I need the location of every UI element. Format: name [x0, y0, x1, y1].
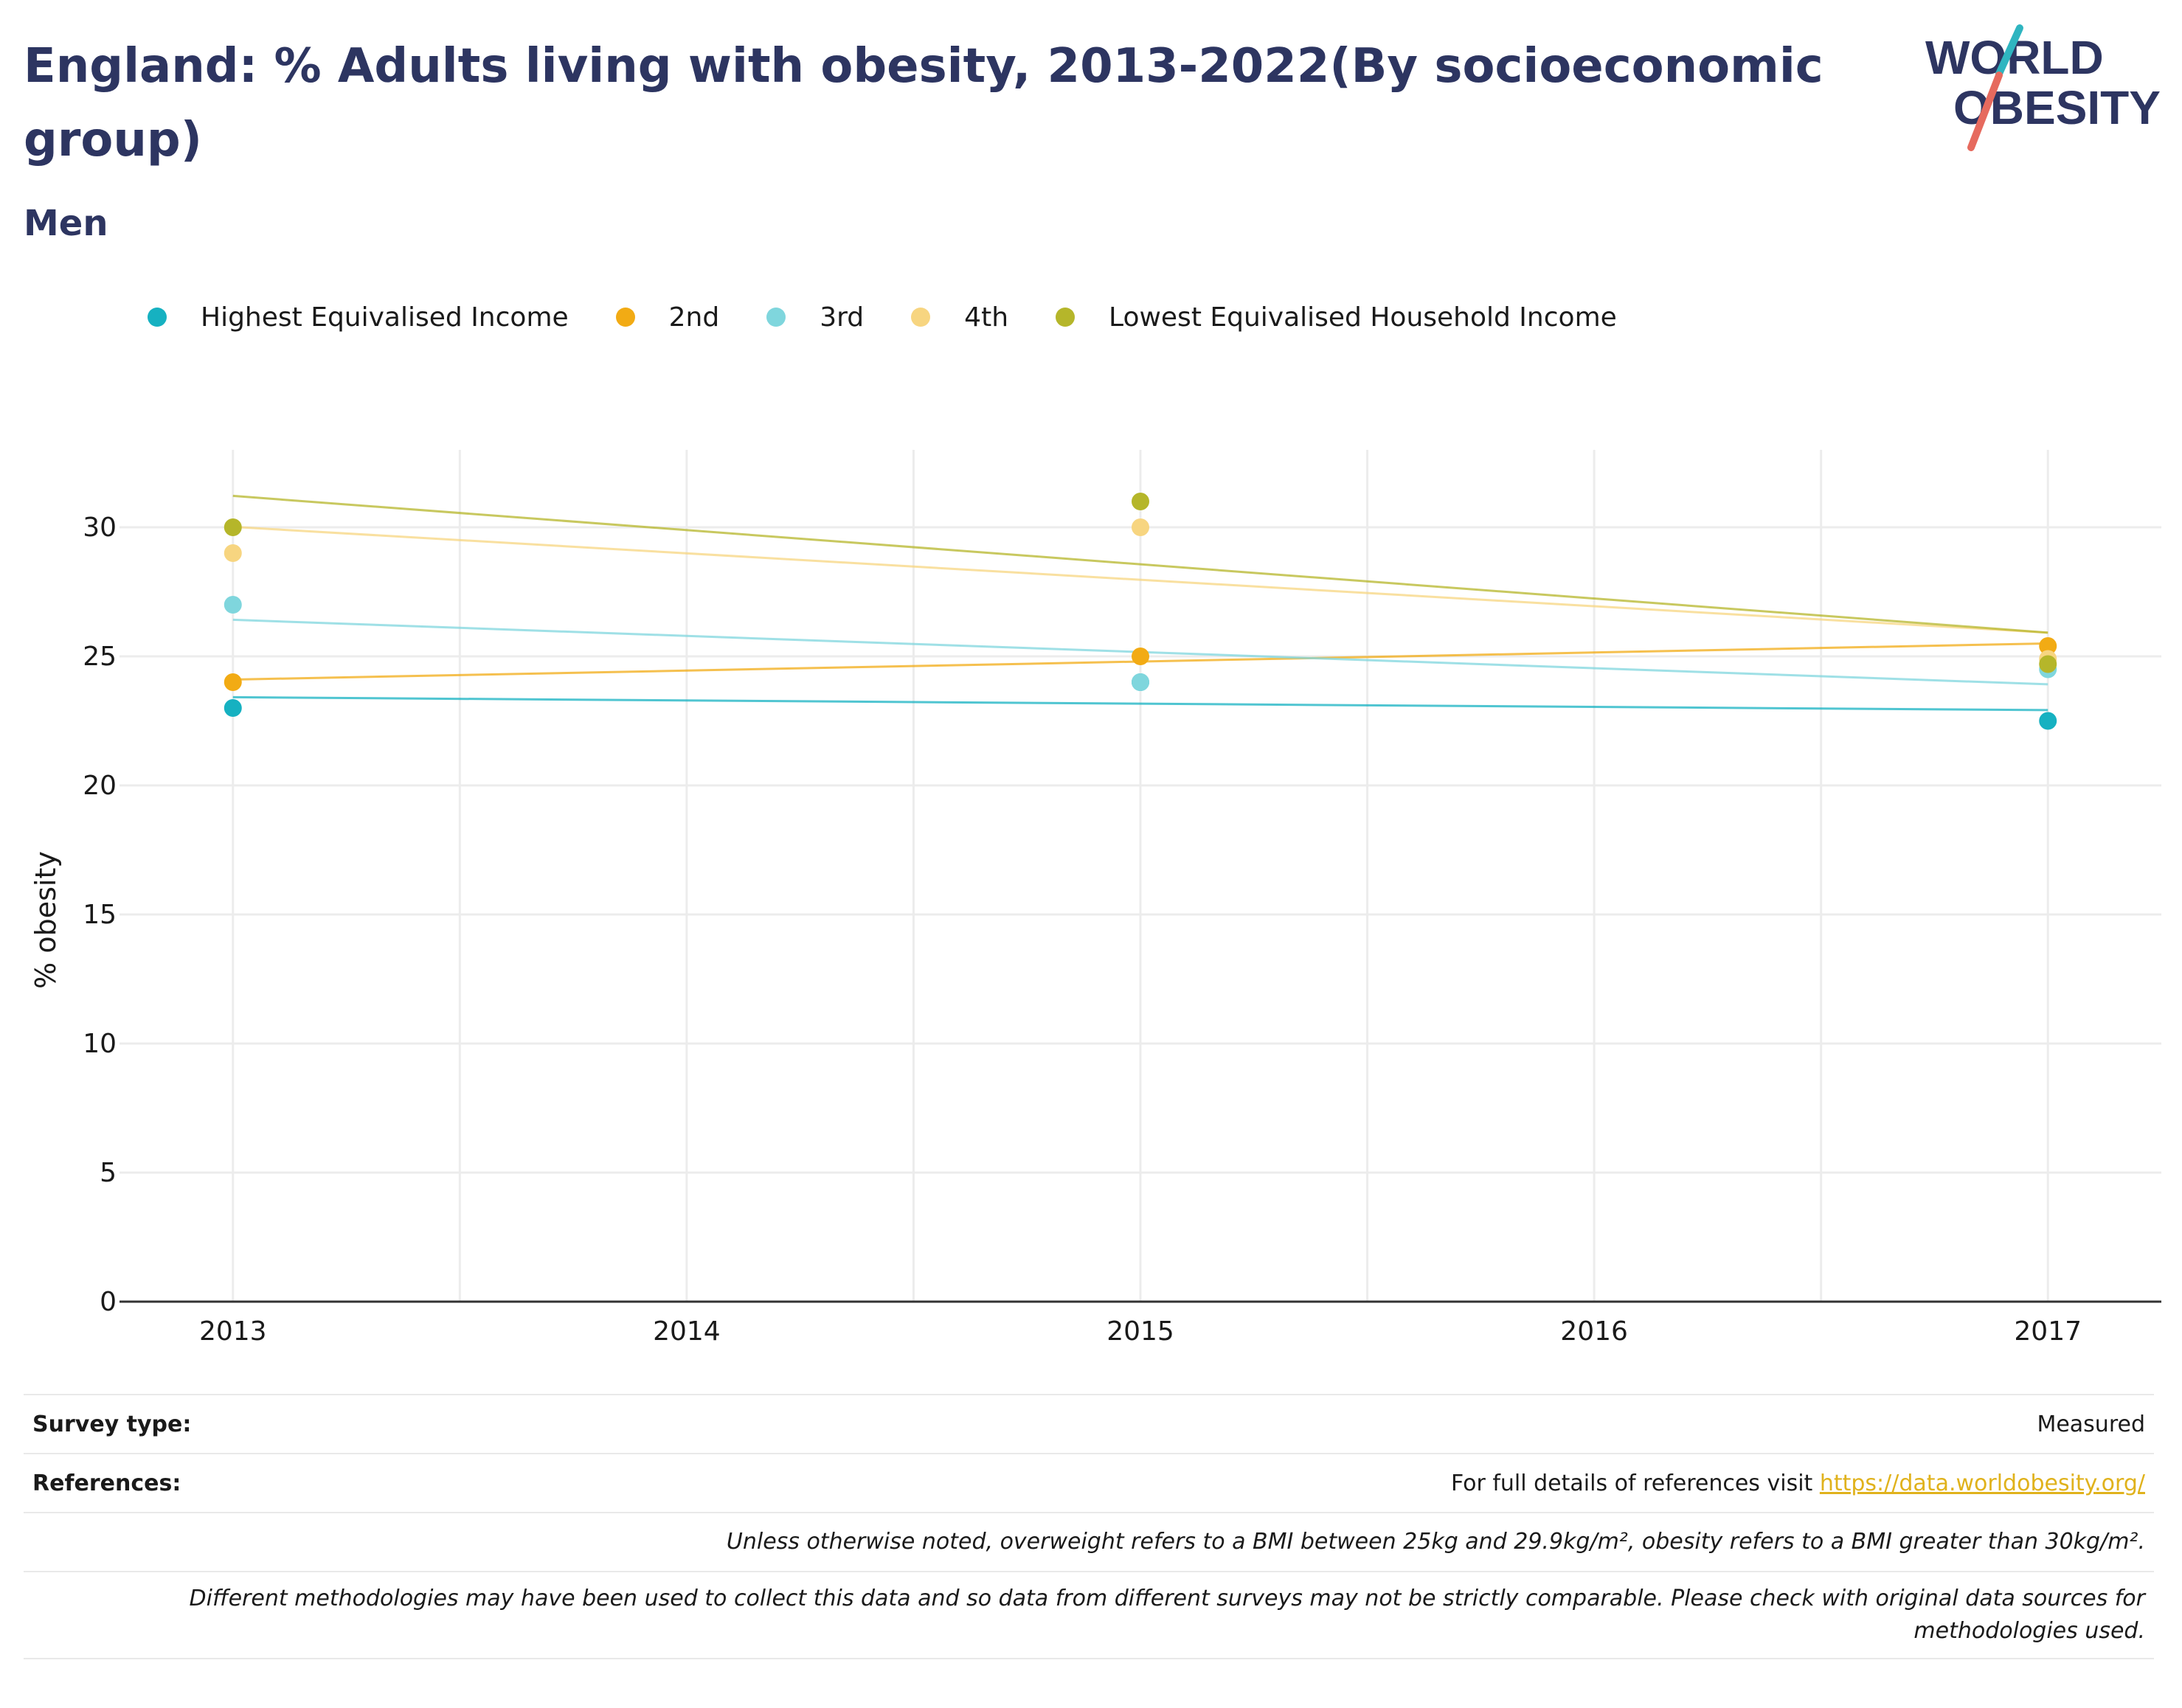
note-methodology: Different methodologies may have been us…: [189, 1586, 2145, 1644]
references-text: For full details of references visit: [1450, 1470, 1820, 1496]
y-tick-label: 15: [83, 900, 117, 930]
references-label: References:: [32, 1470, 181, 1496]
x-tick-label: 2013: [199, 1316, 267, 1347]
y-tick-label: 0: [100, 1287, 117, 1317]
legend-item[interactable]: 2nd: [615, 302, 720, 333]
note-definition: Unless otherwise noted, overweight refer…: [726, 1529, 2145, 1555]
data-point: [1132, 673, 1149, 691]
legend-item[interactable]: Highest Equivalised Income: [148, 302, 569, 333]
footer: Survey type: Measured References: For fu…: [24, 1394, 2154, 1659]
world-obesity-logo: WORLD OBESITY: [1925, 24, 2161, 151]
legend-marker: [911, 308, 931, 327]
legend-label: Lowest Equivalised Household Income: [1109, 302, 1617, 333]
data-point: [224, 544, 242, 562]
legend-item[interactable]: Lowest Equivalised Household Income: [1056, 302, 1617, 333]
survey-type-value: Measured: [2037, 1411, 2145, 1437]
data-point: [2039, 712, 2057, 730]
legend-marker: [1056, 308, 1076, 327]
x-tick-label: 2016: [1560, 1316, 1628, 1347]
trend-line: [232, 494, 2048, 634]
y-axis-title: % obesity: [30, 851, 62, 989]
trend-line: [232, 525, 2048, 634]
chart-subtitle: Men: [24, 203, 108, 244]
y-tick-label: 5: [100, 1158, 117, 1188]
logo-slash-teal: [1995, 24, 2023, 77]
survey-type-label: Survey type:: [32, 1411, 192, 1437]
data-point: [224, 673, 242, 691]
data-point: [1132, 493, 1149, 510]
legend-label: Highest Equivalised Income: [201, 302, 569, 333]
legend-label: 4th: [964, 302, 1009, 333]
y-tick-label: 20: [83, 771, 117, 801]
legend: Highest Equivalised Income 2nd 3rd 4th Lowes…: [148, 295, 1664, 339]
y-tick-label: 10: [83, 1029, 117, 1059]
legend-marker: [615, 308, 635, 327]
legend-marker: [766, 308, 786, 327]
y-tick-label: 30: [83, 513, 117, 543]
references-link[interactable]: https://data.worldobesity.org/: [1819, 1470, 2145, 1496]
data-point: [224, 518, 242, 536]
legend-label: 2nd: [668, 302, 720, 333]
data-point: [2039, 637, 2057, 655]
references-value: For full details of references visit htt…: [1451, 1471, 2145, 1496]
note-methodology-row: Different methodologies may have been us…: [24, 1571, 2154, 1659]
chart-area: 0 5 10 15 20 25 30 2013 2014 2015 2016 2017 % obesit…: [30, 450, 2161, 1347]
note-definition-row: Unless otherwise noted, overweight refer…: [24, 1512, 2154, 1571]
data-point: [2039, 655, 2057, 673]
legend-item[interactable]: 3rd: [766, 302, 864, 333]
data-point: [1132, 648, 1149, 665]
x-tick-label: 2015: [1106, 1316, 1174, 1347]
x-tick-label: 2014: [653, 1316, 721, 1347]
data-point: [1132, 518, 1149, 536]
references-row: References: For full details of referenc…: [24, 1453, 2154, 1512]
data-point: [224, 596, 242, 614]
y-tick-label: 25: [83, 642, 117, 672]
x-tick-label: 2017: [2014, 1316, 2082, 1347]
trend-line: [232, 695, 2048, 712]
legend-marker: [148, 308, 167, 327]
survey-type-row: Survey type: Measured: [24, 1394, 2154, 1453]
legend-item[interactable]: 4th: [911, 302, 1008, 333]
logo-slash-coral: [1967, 72, 2003, 151]
legend-label: 3rd: [820, 302, 865, 333]
data-point: [224, 699, 242, 717]
chart-title: England: % Adults living with obesity, 2…: [24, 39, 1823, 167]
